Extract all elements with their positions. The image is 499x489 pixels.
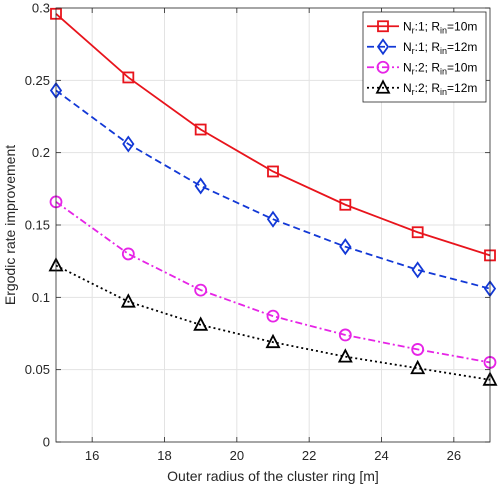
series-line (55, 89, 491, 290)
circle-marker (411, 343, 425, 356)
legend-label: Nr:1; Rin=10m (403, 19, 477, 35)
series-group (48, 7, 498, 386)
square-marker (122, 71, 135, 84)
x-tick-label: 16 (85, 448, 99, 463)
y-tick-label: 0.2 (32, 145, 50, 160)
circle-marker (338, 328, 352, 342)
triangle-marker (410, 359, 426, 375)
diamond-marker (339, 238, 352, 256)
square-marker (411, 226, 424, 239)
y-axis-label: Ergodic rate improvement (2, 145, 18, 305)
series-line (55, 264, 491, 381)
y-tick-label: 0 (43, 435, 50, 450)
x-axis-label: Outer radius of the cluster ring [m] (167, 468, 379, 484)
x-tick-label: 18 (157, 448, 171, 463)
circle-marker (266, 309, 280, 323)
legend: Nr:1; Rin=10m Nr:1; Rin=12m Nr:2; Rin=10m N… (362, 11, 487, 103)
y-tick-label: 0.05 (25, 362, 50, 377)
series-line (55, 201, 491, 364)
ticks: 16 18 20 22 24 26 0 0.05 0.1 0.15 0.2 0.25 0.3 (25, 1, 490, 463)
legend-circle-marker (376, 60, 390, 74)
triangle-marker (265, 333, 281, 349)
x-tick-label: 26 (447, 448, 461, 463)
square-marker (339, 198, 352, 211)
circle-marker (194, 283, 208, 297)
x-tick-label: 22 (302, 448, 316, 463)
legend-diamond-marker (376, 38, 390, 56)
square-marker (267, 165, 279, 178)
y-tick-label: 0.3 (32, 1, 50, 16)
y-tick-label: 0.1 (32, 290, 50, 305)
x-tick-label: 20 (230, 448, 244, 463)
y-tick-label: 0.25 (25, 73, 50, 88)
diamond-marker (266, 210, 280, 228)
triangle-marker (193, 316, 209, 331)
legend-square-marker (377, 20, 389, 33)
legend-triangle-marker (375, 79, 391, 94)
y-tick-label: 0.15 (25, 218, 50, 233)
legend-label: Nr:2; Rin=10m (403, 60, 477, 76)
diamond-marker (194, 177, 207, 195)
x-tick-label: 24 (374, 448, 388, 463)
circle-marker (121, 247, 135, 261)
diamond-marker (411, 261, 424, 279)
series-3 (49, 195, 497, 369)
triangle-marker (120, 293, 136, 308)
triangle-marker (337, 348, 353, 363)
legend-label: Nr:1; Rin=12m (403, 40, 477, 56)
square-marker (194, 123, 207, 136)
series-line (55, 13, 491, 257)
diamond-marker (122, 135, 135, 153)
legend-label: Nr:2; Rin=12m (403, 81, 477, 97)
